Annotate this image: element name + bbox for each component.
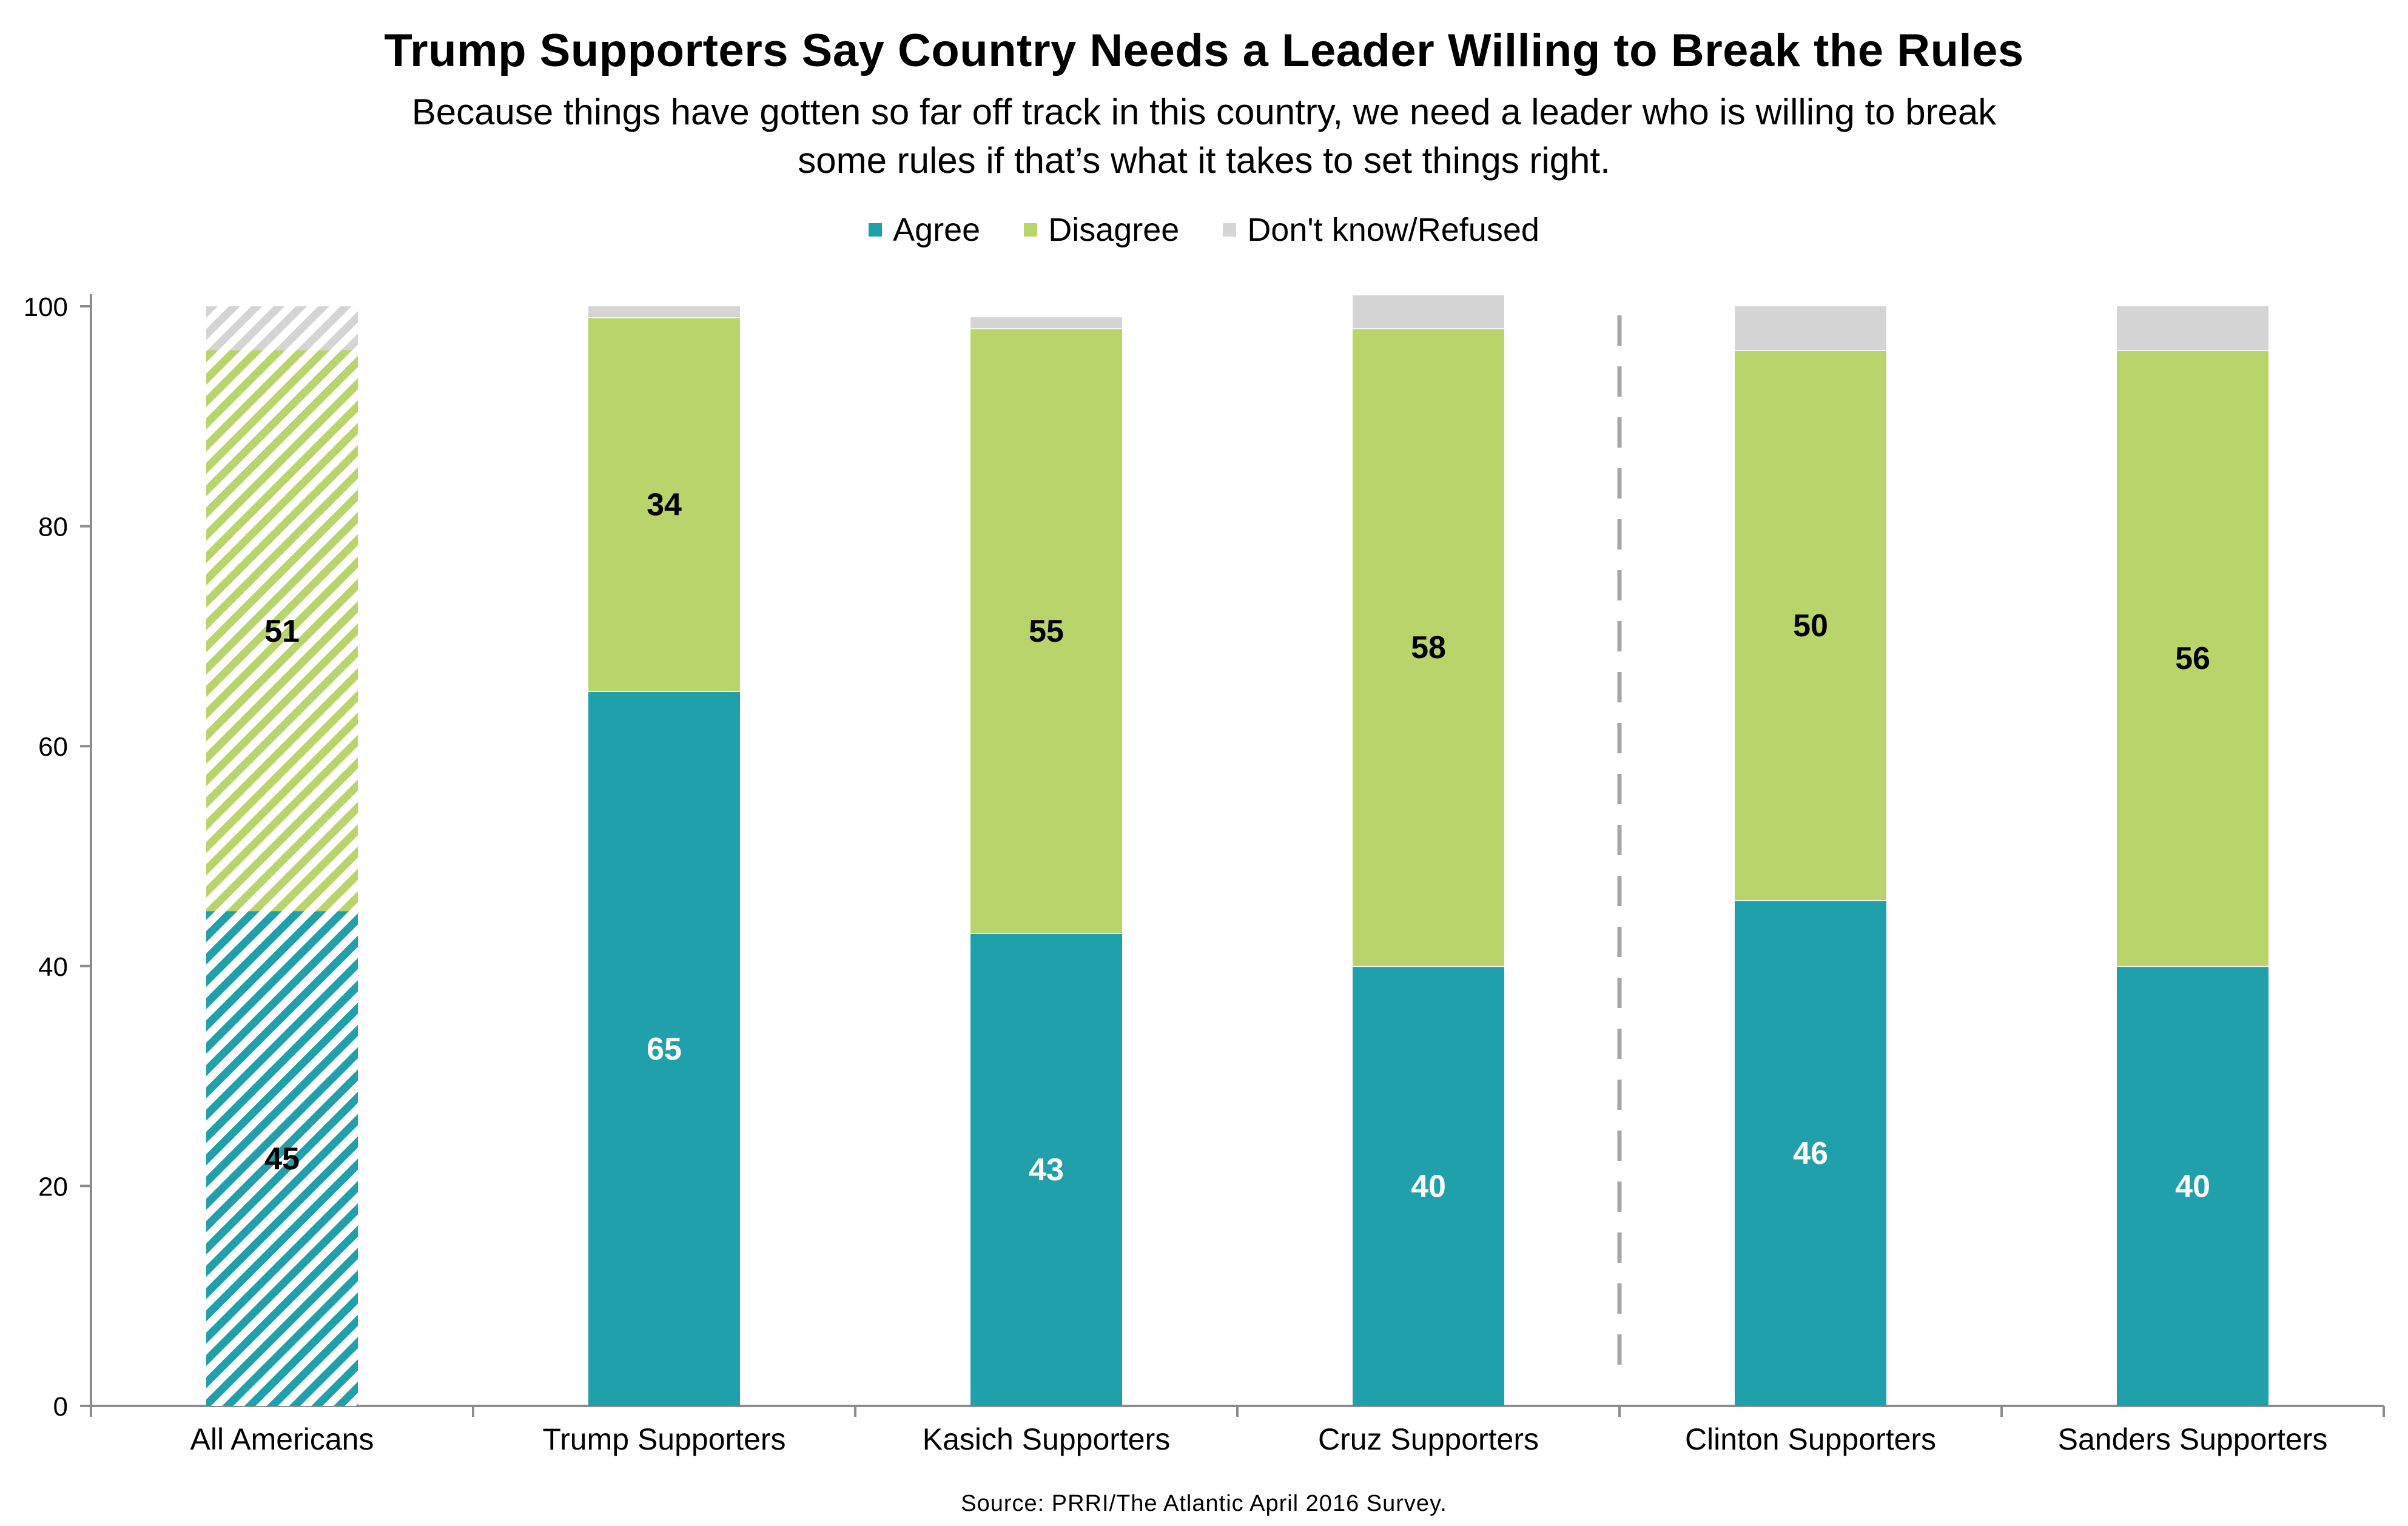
bar-agree-5 [2117, 966, 2268, 1406]
bar-agree-4 [1735, 900, 1886, 1406]
bar-disagree-2 [970, 328, 1122, 933]
legend-label-agree: Agree [893, 212, 981, 248]
bar-don-t-know-refused-2 [970, 317, 1122, 329]
bar-disagree-3 [1353, 328, 1504, 966]
y-tick-label: 100 [24, 292, 68, 322]
bar-don-t-know-refused-5 [2117, 306, 2268, 351]
data-label-agree: 45 [264, 1141, 300, 1177]
bar-agree-0 [206, 911, 358, 1406]
data-label-disagree: 58 [1411, 630, 1446, 665]
bar-don-t-know-refused-4 [1735, 306, 1886, 351]
data-label-disagree: 51 [264, 614, 300, 649]
x-category-label: Sanders Supporters [2058, 1422, 2328, 1456]
legend-label-dont-know: Don't know/Refused [1247, 212, 1539, 248]
chart-legend: Agree Disagree Don't know/Refused [0, 211, 2408, 249]
bar-don-t-know-refused-3 [1353, 295, 1504, 329]
data-label-disagree: 56 [2175, 641, 2210, 676]
legend-swatch-agree [869, 223, 883, 237]
chart-subtitle: Because things have gotten so far off tr… [234, 88, 2174, 185]
bar-disagree-0 [206, 350, 358, 912]
y-tick-label: 60 [38, 732, 68, 762]
legend-item-agree: Agree [869, 211, 980, 249]
data-label-disagree: 50 [1793, 608, 1828, 644]
bar-don-t-know-refused-1 [588, 306, 740, 318]
data-label-agree: 46 [1793, 1136, 1828, 1171]
bar-disagree-5 [2117, 350, 2268, 966]
bar-disagree-1 [588, 317, 740, 691]
data-label-disagree: 34 [647, 487, 682, 522]
subtitle-line-1: Because things have gotten so far off tr… [411, 92, 1997, 132]
bar-agree-3 [1353, 966, 1504, 1406]
legend-swatch-dont-know [1223, 223, 1237, 237]
x-category-label: All Americans [190, 1422, 374, 1456]
x-category-label: Trump Supporters [542, 1422, 785, 1456]
bar-disagree-4 [1735, 350, 1886, 901]
data-label-disagree: 55 [1029, 614, 1064, 649]
chart-title: Trump Supporters Say Country Needs a Lea… [384, 25, 2024, 76]
subtitle-line-2: some rules if that’s what it takes to se… [798, 140, 1610, 181]
data-label-agree: 65 [647, 1032, 682, 1067]
bar-agree-1 [588, 691, 740, 1406]
y-tick-label: 20 [38, 1172, 68, 1202]
source-note: Source: PRRI/The Atlantic April 2016 Sur… [961, 1491, 1447, 1516]
bar-agree-2 [970, 933, 1122, 1406]
legend-item-dont-know: Don't know/Refused [1223, 211, 1539, 249]
bar-don-t-know-refused-0 [206, 306, 358, 351]
y-tick-label: 40 [38, 952, 68, 982]
data-label-agree: 40 [2175, 1169, 2210, 1204]
data-label-agree: 40 [1411, 1169, 1446, 1204]
x-category-label: Kasich Supporters [923, 1422, 1171, 1456]
legend-label-disagree: Disagree [1048, 212, 1180, 248]
legend-item-disagree: Disagree [1024, 211, 1179, 249]
legend-swatch-disagree [1024, 223, 1038, 237]
y-tick-label: 80 [38, 513, 68, 542]
x-category-label: Cruz Supporters [1318, 1422, 1539, 1456]
y-tick-label: 0 [53, 1392, 68, 1422]
x-category-label: Clinton Supporters [1685, 1422, 1936, 1456]
data-label-agree: 43 [1029, 1152, 1064, 1188]
